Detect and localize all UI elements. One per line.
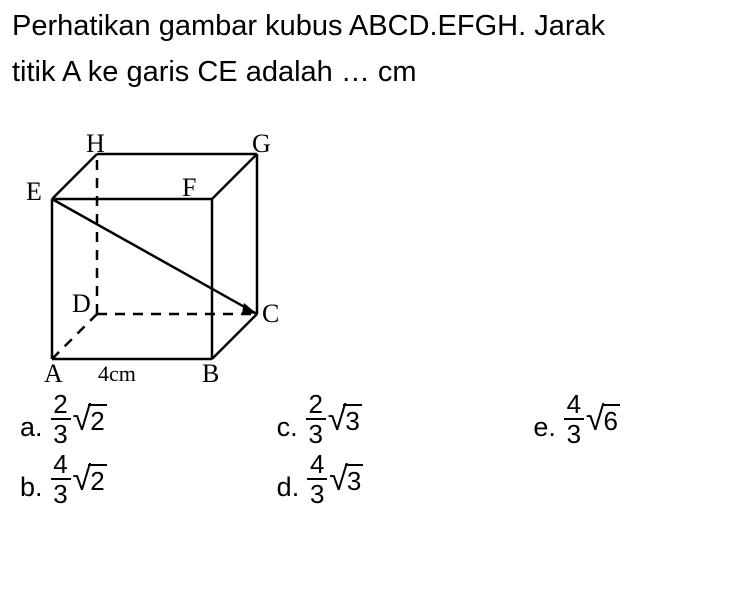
vertex-g: G — [252, 129, 271, 159]
option-d-fraction: 4 3 — [307, 451, 327, 507]
option-e-label: e. — [533, 412, 556, 447]
option-d-label: d. — [277, 472, 300, 507]
option-a-fraction: 2 3 — [51, 391, 71, 447]
option-c-fraction: 2 3 — [306, 391, 326, 447]
vertex-f: F — [182, 173, 196, 203]
option-c-sqrt: √ 3 — [328, 400, 362, 447]
vertex-a: A — [44, 359, 63, 389]
option-column-2: c. 2 3 √ 3 d. 4 3 √ 3 — [277, 391, 364, 507]
vertex-h: H — [86, 129, 105, 159]
options-container: a. 2 3 √ 2 b. 4 3 √ 2 c. 2 — [12, 391, 726, 507]
vertex-c: C — [262, 299, 279, 329]
vertex-d: D — [72, 289, 91, 319]
cube-diagram: H G E F D C A B 4cm — [22, 99, 302, 389]
option-a: a. 2 3 √ 2 — [20, 391, 107, 447]
vertex-b: B — [202, 359, 219, 389]
option-e: e. 4 3 √ 6 — [533, 391, 620, 447]
option-column-1: a. 2 3 √ 2 b. 4 3 √ 2 — [20, 391, 107, 507]
option-c-label: c. — [277, 412, 298, 447]
edge-label-ab: 4cm — [98, 361, 136, 387]
option-d-sqrt: √ 3 — [329, 460, 363, 507]
option-a-label: a. — [20, 412, 43, 447]
option-e-fraction: 4 3 — [564, 391, 584, 447]
question-line-1: Perhatikan gambar kubus ABCD.EFGH. Jarak — [12, 8, 726, 46]
option-a-sqrt: √ 2 — [73, 400, 107, 447]
option-column-3: e. 4 3 √ 6 — [533, 391, 620, 507]
question-line-2: titik A ke garis CE adalah … cm — [12, 54, 726, 92]
option-b-label: b. — [20, 472, 43, 507]
option-c: c. 2 3 √ 3 — [277, 391, 364, 447]
option-b: b. 4 3 √ 2 — [20, 451, 107, 507]
vertex-e: E — [26, 177, 42, 207]
option-b-sqrt: √ 2 — [73, 460, 107, 507]
option-e-sqrt: √ 6 — [586, 400, 620, 447]
option-d: d. 4 3 √ 3 — [277, 451, 364, 507]
option-b-fraction: 4 3 — [51, 451, 71, 507]
